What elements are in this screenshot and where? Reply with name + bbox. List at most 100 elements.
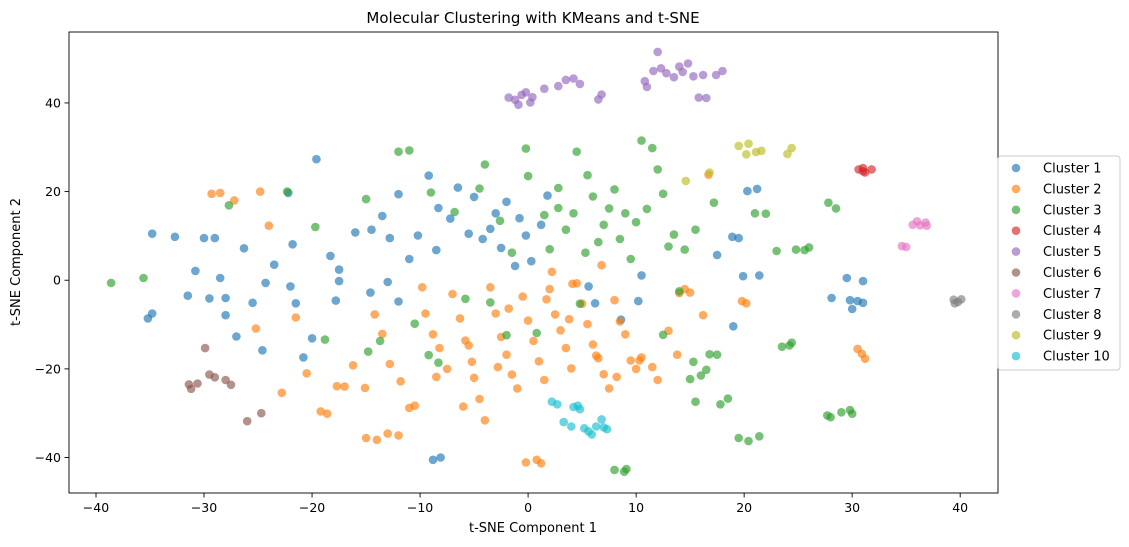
data-point [553,400,562,409]
data-point [527,256,536,266]
data-point [723,394,733,403]
data-point [523,171,533,181]
data-point [540,375,549,385]
data-point [480,160,490,169]
data-point [567,422,576,431]
data-point [545,244,554,254]
data-point [291,299,301,308]
data-point [394,189,403,199]
data-point [383,277,393,287]
data-point [569,74,578,83]
data-point [534,357,544,366]
data-point [394,431,403,440]
data-point [210,373,220,382]
data-point [672,350,682,360]
legend-item: Cluster 1 [1011,162,1102,177]
data-point [950,299,960,308]
data-point [567,364,576,373]
data-point [712,250,722,260]
data-point [837,408,846,417]
data-point [683,59,693,68]
data-point [787,143,796,153]
data-point [504,304,513,313]
data-point [507,248,517,257]
x-tick-label: 20 [736,500,752,515]
data-point [728,232,737,242]
y-tick-label: −20 [35,361,61,376]
data-point [761,209,771,218]
data-point [612,372,621,382]
data-point [322,409,332,419]
series-cluster-3 [106,136,857,477]
data-point [514,100,523,109]
data-point [410,401,420,411]
series-cluster-8 [949,295,966,308]
data-point [205,294,214,303]
data-point [658,189,668,199]
data-point [486,224,495,234]
y-tick-label: 40 [45,95,61,110]
data-point [648,143,657,153]
data-point [207,189,216,199]
data-point [858,163,868,173]
data-point [378,329,387,339]
data-point [375,336,385,346]
data-point [689,72,698,81]
data-point [631,217,641,227]
data-point [193,379,202,388]
data-point [432,245,441,255]
data-point [428,455,438,465]
data-point [417,283,427,292]
data-point [858,298,868,308]
data-point [755,271,764,280]
data-point [599,369,608,379]
data-point [621,209,630,218]
data-point [597,415,606,424]
data-point [299,353,308,362]
data-point [594,237,603,247]
data-point [583,319,592,329]
legend-item: Cluster 7 [1011,287,1102,302]
data-point [698,70,708,80]
data-point [901,242,911,252]
y-axis-label: t-SNE Component 2 [9,198,24,326]
data-point [261,278,270,288]
legend-marker [1011,310,1021,319]
data-point [232,332,241,341]
data-point [847,304,857,314]
legend-label: Cluster 1 [1043,162,1102,177]
data-point [584,427,593,436]
data-point [602,424,612,434]
y-tick-label: −40 [35,450,61,465]
series-cluster-9 [681,139,796,186]
legend-item: Cluster 8 [1011,308,1102,323]
data-point [282,187,292,196]
data-point [521,88,531,97]
data-point [331,296,341,305]
x-tick-label: 0 [524,500,532,515]
data-point [588,192,598,201]
data-point [711,70,721,80]
data-point [610,185,619,194]
data-point [637,271,646,280]
x-tick-label: −30 [191,500,217,515]
data-point [239,244,249,253]
data-point [702,365,711,375]
legend-item: Cluster 6 [1011,266,1102,281]
x-axis-ticks: −40 −30 −20 −10 0 10 20 30 40 [83,493,968,515]
data-point [242,416,252,426]
data-point [277,388,287,398]
data-point [448,289,457,299]
data-point [689,357,698,367]
data-point [183,291,193,301]
data-point [385,233,395,243]
data-point [348,361,358,370]
data-point [729,322,738,331]
data-point [424,171,434,180]
data-point [685,374,695,384]
data-point [540,84,549,93]
data-point [326,251,335,261]
data-point [664,242,673,251]
series-cluster-2 [207,170,870,468]
data-point [421,309,430,318]
